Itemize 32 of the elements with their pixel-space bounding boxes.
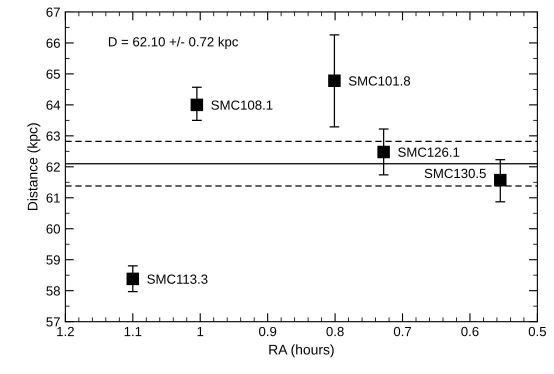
x-tick-label: 1.2	[57, 326, 74, 336]
y-tick-label: 57	[46, 317, 60, 327]
x-tick-label: 1	[198, 326, 204, 336]
x-tick-label: 0.5	[528, 326, 546, 336]
x-axis-title: RA (hours)	[269, 344, 334, 358]
annotation: SMC126.1	[398, 148, 460, 157]
y-tick-label: 62	[46, 162, 60, 172]
x-tick-label: 0.8	[326, 326, 344, 336]
y-tick-label: 64	[46, 100, 60, 110]
x-tick-label: 0.6	[461, 326, 479, 336]
y-tick-label: 65	[46, 69, 60, 79]
point	[328, 74, 341, 87]
x-tick-label: 0.9	[259, 326, 276, 336]
y-tick-label: 66	[46, 38, 60, 48]
y-tick-label: 59	[46, 255, 60, 265]
y-tick-label: 67	[46, 8, 60, 17]
y-tick-label: 63	[46, 131, 60, 141]
x-tick-label: 0.7	[394, 326, 412, 336]
point	[377, 146, 390, 158]
point	[190, 98, 204, 112]
annotation: SMC130.5	[424, 168, 486, 178]
y-axis-title: Distance (kpc)	[27, 123, 40, 210]
annotation: SMC113.3	[147, 274, 208, 284]
annotation: D = 62.10 +/- 0.72 kpc	[108, 36, 238, 50]
annotation: SMC101.8	[348, 76, 410, 86]
point	[126, 272, 140, 286]
y-tick-label: 58	[46, 286, 60, 296]
y-tick-label: 60	[46, 224, 60, 234]
x-tick-label: 1.1	[124, 326, 142, 336]
y-tick-label: 61	[46, 193, 60, 203]
point	[494, 174, 507, 186]
annotation: SMC108.1	[211, 100, 272, 110]
